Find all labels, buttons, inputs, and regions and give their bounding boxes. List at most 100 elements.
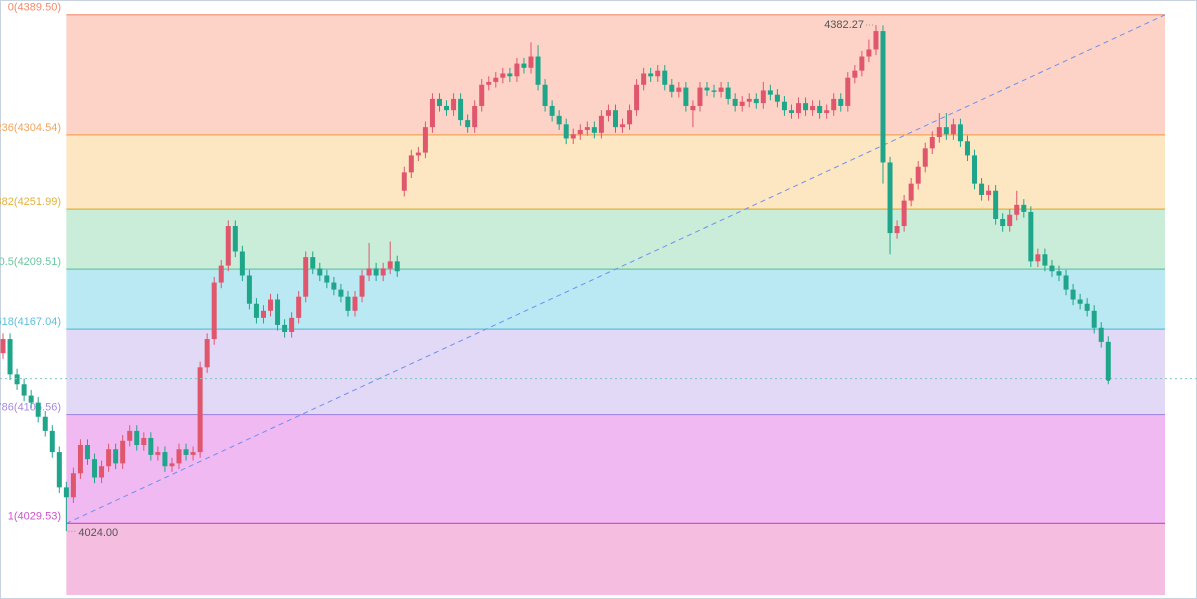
candle-body — [451, 98, 457, 111]
candle-body — [718, 87, 724, 92]
candle-body — [683, 87, 689, 106]
candle-body — [803, 103, 809, 111]
candle-body — [788, 110, 794, 114]
candle-body — [458, 98, 464, 121]
candle-body — [929, 137, 935, 149]
candle-body — [591, 127, 597, 133]
candle-body — [1091, 310, 1097, 328]
candle-body — [190, 452, 196, 455]
candle-body — [767, 90, 773, 95]
fib-band — [66, 134, 1166, 210]
candle-body — [887, 162, 893, 234]
candle-body — [577, 129, 583, 135]
candle-body — [697, 87, 703, 106]
candle-body — [894, 226, 900, 234]
candle-body — [584, 127, 590, 130]
candle-body — [598, 115, 604, 133]
fib-label: 0(4389.50) — [8, 2, 61, 14]
candle-body — [1035, 254, 1041, 262]
candle-body — [662, 70, 668, 85]
candle-body — [14, 374, 20, 385]
candle-body — [528, 56, 534, 68]
candle-body — [211, 282, 217, 340]
candle-body — [507, 73, 513, 77]
candle-body — [739, 101, 745, 106]
candle-body — [1105, 341, 1111, 379]
candle-body — [373, 268, 379, 276]
candle-body — [1077, 299, 1083, 304]
candle-body — [655, 70, 661, 77]
candle-body — [77, 445, 83, 474]
candle-body — [465, 120, 471, 128]
candle-body — [796, 103, 802, 114]
fib-band — [66, 209, 1166, 270]
candle-body — [669, 84, 675, 92]
candle-body — [246, 275, 252, 304]
candle-body — [950, 124, 956, 135]
candle-body — [936, 127, 942, 138]
candle-body — [901, 200, 907, 227]
candle-body — [634, 84, 640, 111]
candle-body — [542, 84, 548, 106]
last-price-dot — [1105, 376, 1111, 382]
candle-body — [620, 124, 626, 128]
candle-body — [486, 81, 492, 85]
candle-body — [113, 449, 119, 464]
candle-body — [493, 77, 499, 82]
candle-body — [472, 105, 478, 128]
candle-body — [1049, 265, 1055, 272]
candle-body — [169, 463, 175, 467]
candle-body — [760, 90, 766, 104]
candle-body — [563, 124, 569, 139]
fib-band — [66, 269, 1166, 330]
candle-body — [232, 226, 238, 252]
candle-body — [408, 155, 414, 173]
candle-body — [162, 452, 168, 467]
candle-body — [106, 449, 112, 467]
candle-body — [1028, 211, 1034, 262]
candle-body — [444, 105, 450, 111]
candle-body — [56, 452, 62, 488]
candle-body — [838, 98, 844, 106]
candle-body — [1098, 327, 1104, 342]
candle-body — [204, 339, 210, 368]
candle-body — [943, 127, 949, 135]
candle-body — [289, 317, 295, 332]
candle-body — [648, 73, 654, 77]
candle-body — [746, 98, 752, 102]
candle-body — [155, 452, 161, 455]
candle-body — [852, 70, 858, 78]
candle-body — [324, 275, 330, 283]
candle-body — [1042, 254, 1048, 266]
candle-body — [732, 98, 738, 106]
candle-body — [28, 395, 34, 403]
candle-body — [704, 87, 710, 91]
candle-body — [831, 98, 837, 111]
candle-body — [612, 110, 618, 128]
fib-label: 0.236(4304.54) — [0, 122, 61, 134]
candle-body — [415, 152, 421, 156]
candle-body — [915, 166, 921, 184]
candle-body — [957, 124, 963, 142]
candle-body — [1007, 214, 1013, 227]
candle-body — [148, 437, 154, 455]
fib-label: 0.5(4209.51) — [0, 256, 61, 268]
fib-label: 0.786(4106.56) — [0, 401, 61, 413]
candle-body — [549, 105, 555, 116]
candle-body — [42, 416, 48, 431]
candle-body — [387, 261, 393, 269]
candle-body — [535, 56, 541, 85]
candle-body — [1063, 275, 1069, 290]
candle-body — [422, 127, 428, 153]
candle-body — [922, 148, 928, 167]
candle-body — [331, 282, 337, 290]
high-label: 4382.27 — [824, 19, 864, 31]
candle-body — [514, 63, 520, 77]
candle-body — [99, 466, 105, 478]
candle-body — [394, 261, 400, 272]
fib-band — [66, 329, 1166, 415]
candle-body — [303, 257, 309, 297]
candle-body — [711, 90, 717, 92]
candle-body — [781, 101, 787, 111]
